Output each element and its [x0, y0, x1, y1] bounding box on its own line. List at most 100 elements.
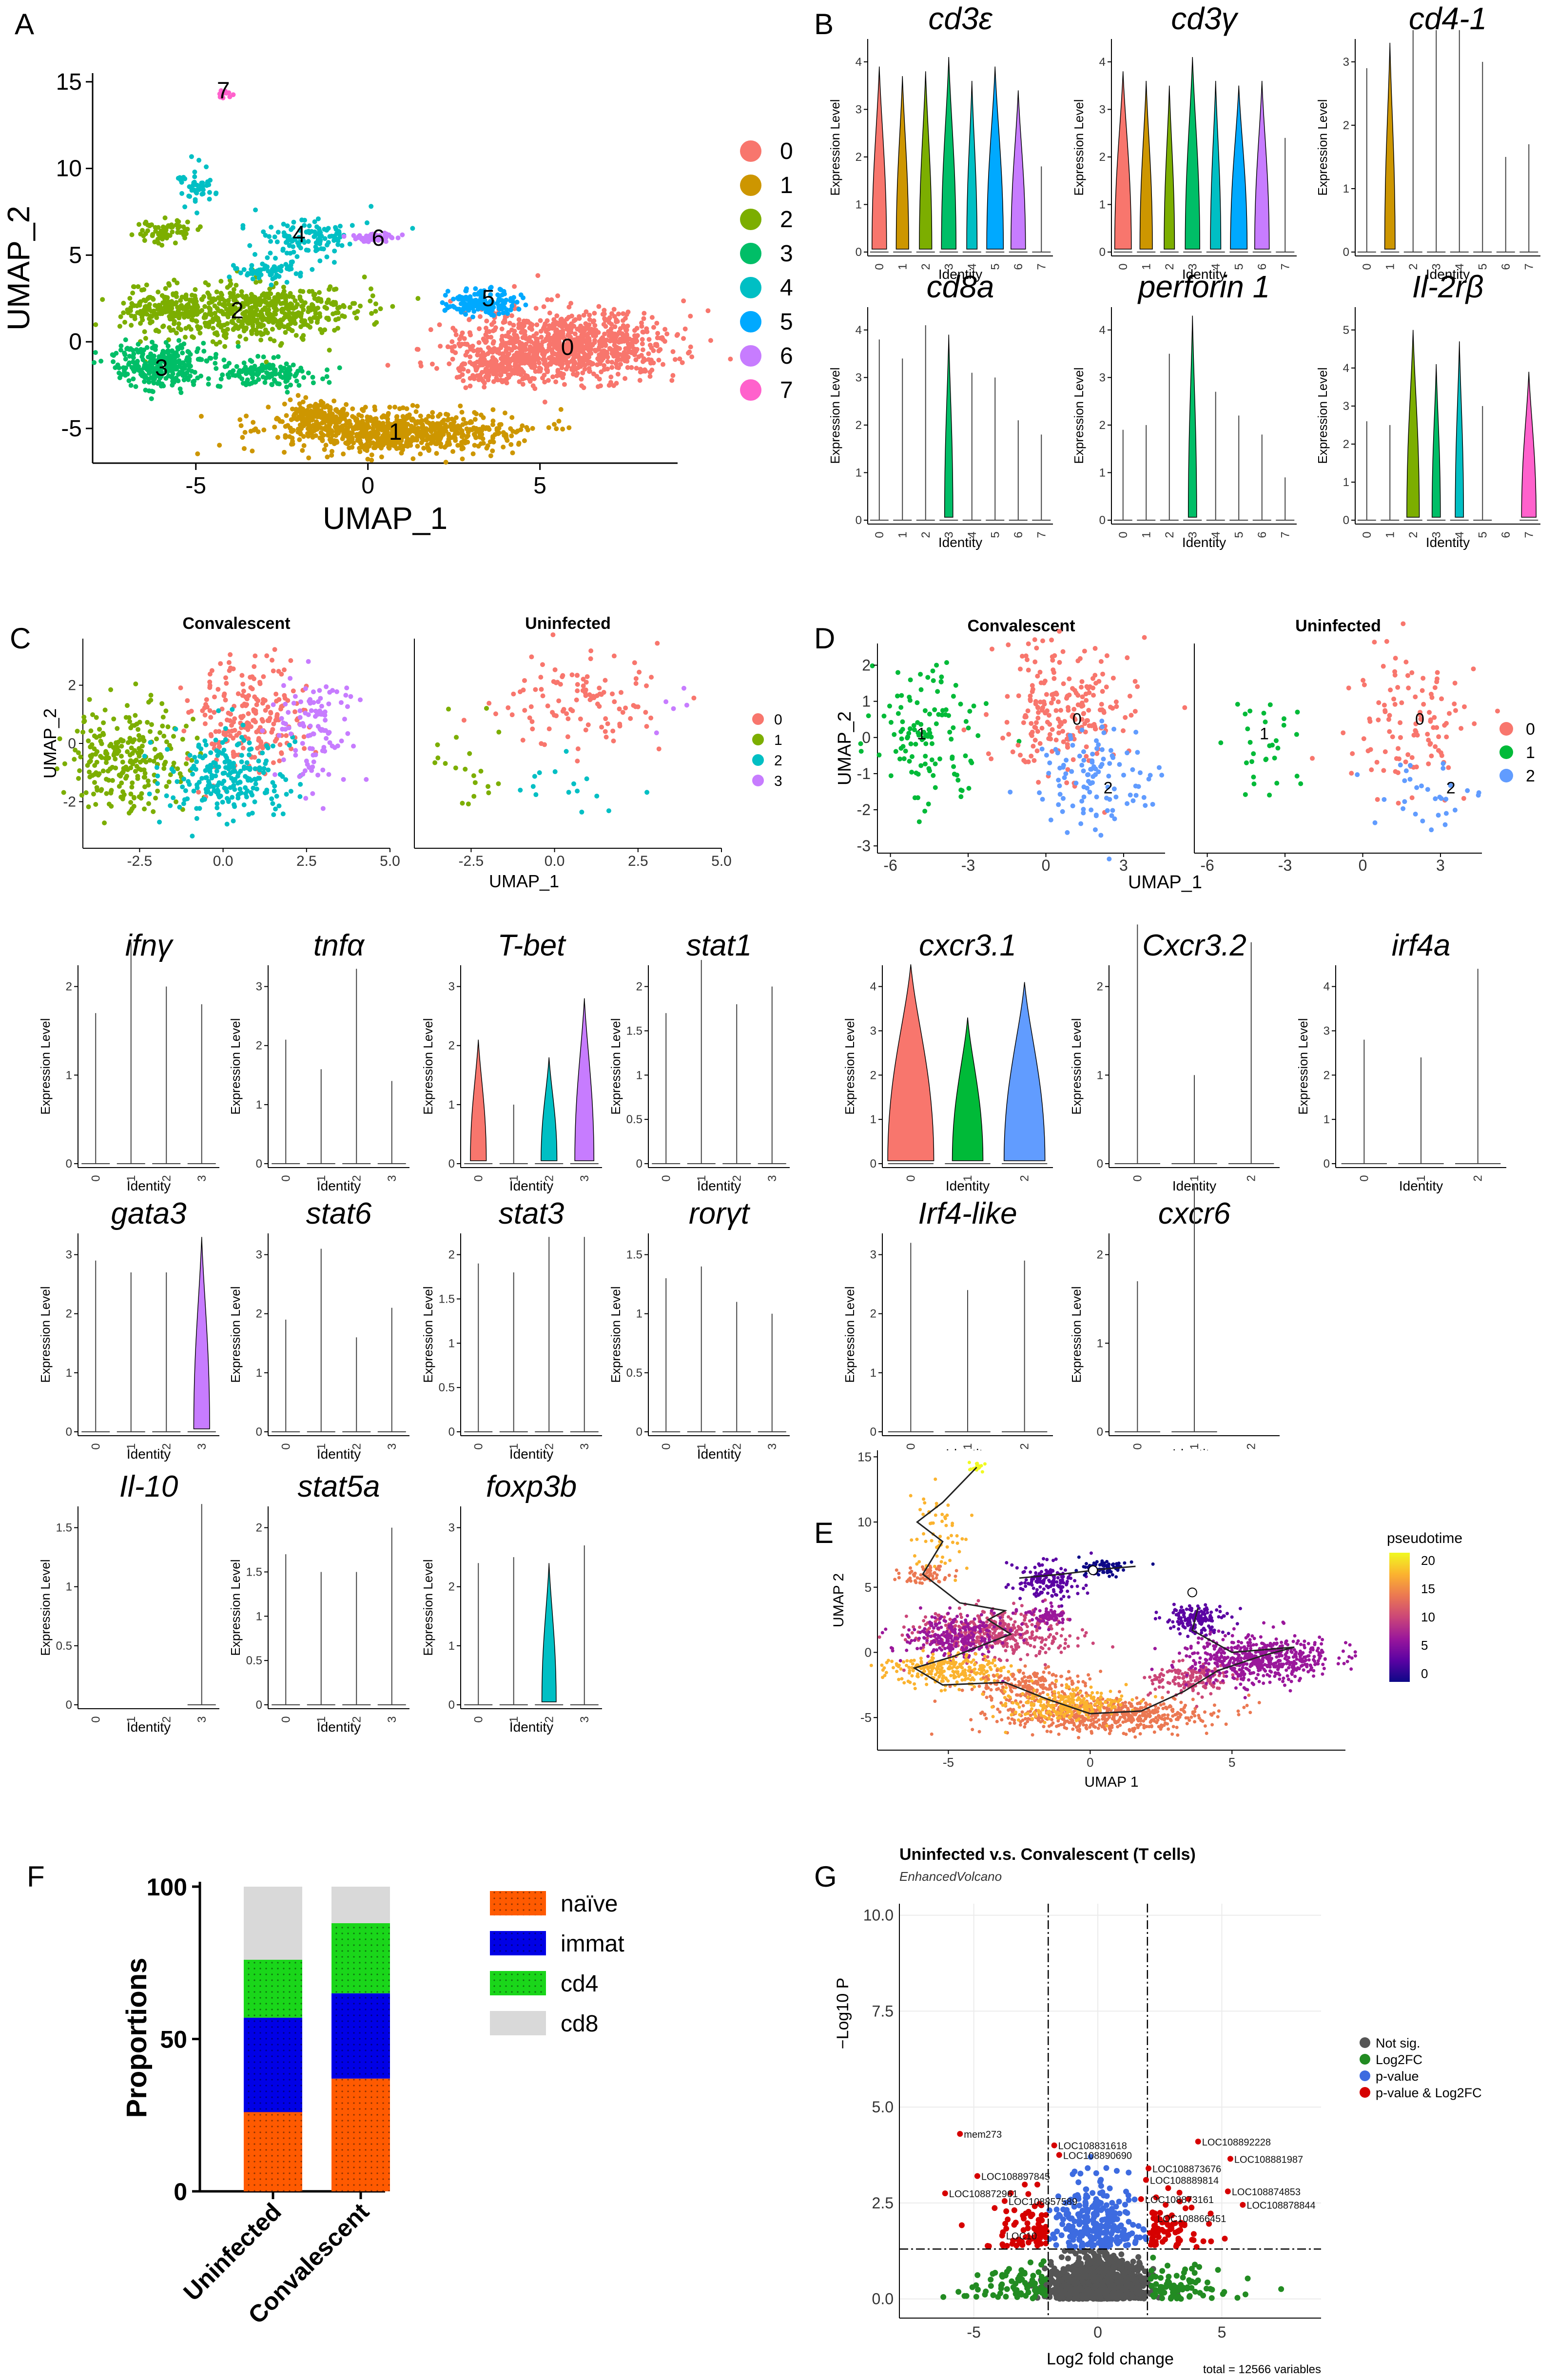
- cell-point: [324, 367, 330, 372]
- cell-point: [195, 785, 200, 790]
- cell-point: [403, 433, 408, 439]
- cell-point: [400, 232, 405, 237]
- cell-point: [186, 350, 192, 355]
- cell-point: [546, 425, 551, 430]
- cell-point: [644, 683, 649, 688]
- cell-point: [192, 370, 197, 375]
- cell-point: [333, 317, 338, 322]
- cell-point: [358, 697, 363, 702]
- cell-point: [370, 293, 375, 298]
- cell-point: [280, 375, 286, 380]
- cell-point: [282, 315, 287, 321]
- cell-point: [148, 729, 153, 734]
- cell-point: [671, 706, 676, 711]
- y-tick-label: 1: [1343, 476, 1349, 489]
- cell-point: [149, 396, 154, 401]
- cell-point: [136, 794, 142, 800]
- cell-point: [491, 346, 497, 351]
- cell-point: [582, 328, 587, 333]
- cell-point: [229, 728, 234, 734]
- cell-point: [248, 685, 253, 690]
- cell-point: [545, 703, 550, 709]
- cell-point: [474, 366, 480, 371]
- cell-point: [644, 326, 649, 332]
- cell-point: [508, 296, 514, 302]
- legend-label: 7: [780, 377, 793, 403]
- cell-point: [362, 274, 367, 280]
- cell-point: [103, 751, 108, 756]
- cell-point: [499, 326, 505, 332]
- cell-point: [582, 363, 587, 368]
- cell-point: [138, 767, 144, 773]
- cell-point: [553, 680, 559, 685]
- cell-point: [327, 380, 332, 385]
- cell-point: [287, 742, 292, 748]
- cell-point: [253, 777, 258, 782]
- cell-point: [664, 331, 670, 336]
- cell-point: [305, 762, 310, 767]
- cell-point: [570, 708, 575, 714]
- cell-point: [117, 371, 122, 376]
- cell-point: [602, 311, 607, 316]
- cell-point: [283, 240, 289, 245]
- cell-point: [249, 330, 254, 335]
- cell-point: [105, 756, 110, 761]
- cell-point: [195, 357, 201, 362]
- cell-point: [529, 327, 534, 332]
- cell-point: [620, 331, 625, 336]
- cell-point: [187, 297, 193, 303]
- cell-point: [136, 222, 142, 227]
- cell-point: [180, 737, 185, 742]
- cell-point: [214, 330, 219, 335]
- cell-point: [283, 727, 288, 732]
- cell-point: [571, 356, 576, 361]
- cell-point: [283, 262, 289, 267]
- cell-point: [340, 436, 345, 441]
- cell-point: [272, 424, 277, 429]
- cell-point: [487, 701, 492, 706]
- cell-point: [499, 342, 504, 348]
- cell-point: [520, 738, 525, 743]
- cell-point: [528, 704, 534, 709]
- cell-point: [128, 800, 134, 805]
- cell-point: [633, 339, 639, 345]
- cell-point: [323, 418, 328, 423]
- cell-point: [268, 251, 273, 256]
- cell-point: [163, 760, 168, 765]
- cell-point: [415, 444, 420, 449]
- cell-point: [564, 749, 569, 754]
- cell-point: [111, 359, 116, 364]
- cell-point: [258, 330, 263, 335]
- cell-point: [298, 405, 303, 410]
- cell-point: [438, 441, 444, 447]
- cell-point: [329, 449, 334, 454]
- cell-point: [614, 381, 619, 386]
- cell-point: [132, 748, 137, 753]
- cell-point: [569, 672, 575, 678]
- cell-point: [198, 183, 204, 188]
- cell-point: [281, 284, 286, 290]
- cell-point: [136, 727, 141, 732]
- cell-point: [241, 267, 247, 272]
- cell-point: [636, 354, 642, 359]
- y-tick-label: 3: [1343, 56, 1349, 69]
- cell-point: [471, 304, 477, 309]
- cell-point: [215, 686, 221, 692]
- y-tick-label: 5: [1343, 324, 1349, 337]
- cell-point: [145, 296, 151, 301]
- x-tick-label: -2.5: [459, 853, 484, 869]
- y-axis-title: Expression Level: [828, 99, 842, 196]
- cell-point: [245, 788, 250, 794]
- cell-point: [527, 379, 533, 384]
- cell-point: [193, 287, 198, 292]
- cell-point: [369, 204, 374, 209]
- cell-point: [298, 289, 303, 294]
- cell-point: [149, 313, 154, 319]
- cell-point: [226, 374, 232, 380]
- cell-point: [308, 316, 313, 322]
- cell-point: [599, 724, 604, 730]
- cell-point: [249, 263, 254, 268]
- cell-point: [539, 334, 544, 340]
- cell-point: [647, 370, 653, 375]
- cell-point: [319, 703, 324, 709]
